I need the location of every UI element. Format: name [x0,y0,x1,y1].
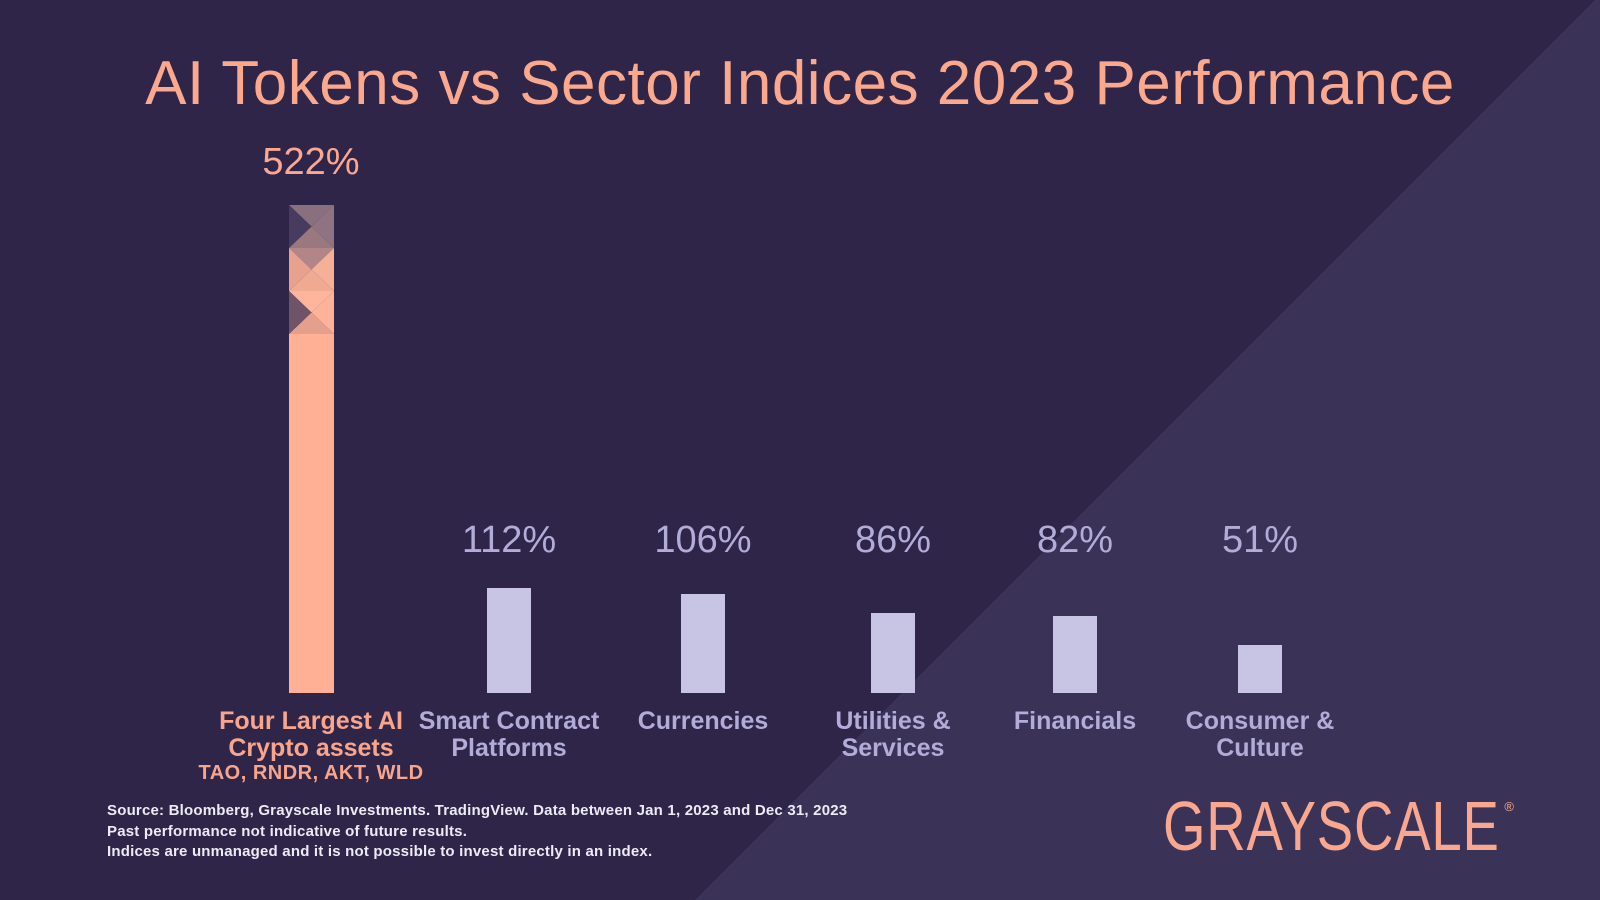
bar-category-label: Smart Contract Platforms [418,707,600,762]
bar-value-label: 522% [262,141,360,183]
chart-title: AI Tokens vs Sector Indices 2023 Perform… [145,49,1455,118]
highlight-bar-faceted-crown [288,204,334,334]
bar-sector-index [1053,616,1097,693]
grayscale-wordmark: GRAYSCALE [1163,787,1500,865]
source-line-2: Past performance not indicative of futur… [107,822,468,840]
bar-category-label: Four Largest AI Crypto assets [219,707,403,762]
bar-value-label: 112% [461,519,557,561]
bar-sector-index [487,588,531,693]
bar-category-label: Financials [1013,707,1137,735]
bar-value-label: 106% [654,519,752,561]
bar-sector-index [871,612,915,693]
bar-sector-index [681,593,725,693]
bar-category-label: Currencies [637,707,769,735]
bar-category-label: Utilities & Services [835,707,951,762]
registered-trademark-icon: ® [1504,799,1514,814]
bar-value-label: 82% [1036,519,1114,561]
bar-value-label: 51% [1221,519,1299,561]
bar-sector-index [1238,645,1282,693]
source-line-3: Indices are unmanaged and it is not poss… [107,843,653,860]
source-line-1: Source: Bloomberg, Grayscale Investments… [107,802,848,819]
bar-ai-tokens [288,333,334,693]
bar-value-label: 86% [854,519,932,561]
source-notes: Source: Bloomberg, Grayscale Investments… [107,801,847,863]
bar-ticker-sublabel: TAO, RNDR, AKT, WLD [198,762,424,784]
grayscale-logo: GRAYSCALE ® [1068,787,1514,865]
bar-category-label: Consumer & Culture [1185,707,1335,762]
